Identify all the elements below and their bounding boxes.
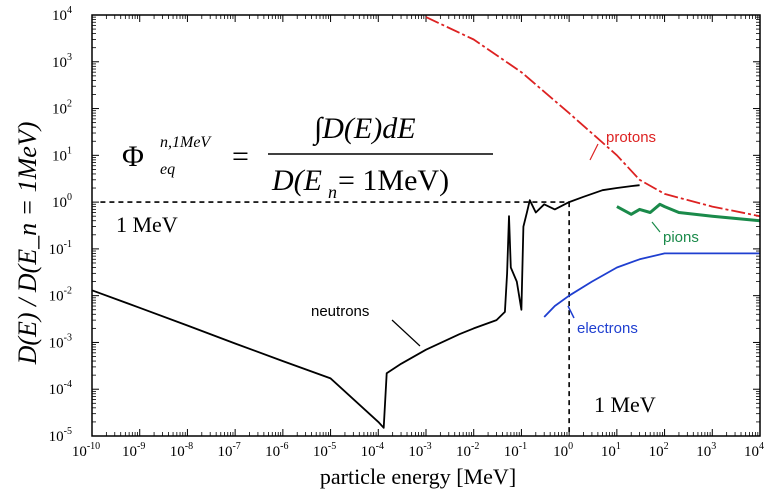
y-tick-label: 10-2 — [49, 286, 72, 305]
y-tick-label: 10-5 — [49, 426, 72, 445]
y-tick-label: 102 — [52, 99, 72, 118]
x-axis-title: particle energy [MeV] — [320, 464, 516, 489]
y-tick-label: 10-1 — [49, 239, 72, 258]
formula-denominator-tail: = 1MeV) — [338, 164, 449, 197]
x-tick-label: 10-1 — [504, 441, 527, 460]
y-tick-label: 100 — [52, 192, 72, 211]
series-label-protons: protons — [606, 129, 656, 146]
x-tick-label: 10-2 — [456, 441, 479, 460]
x-tick-label: 101 — [601, 441, 621, 460]
formula-lhs-sub: eq — [160, 161, 175, 178]
x-tick-label: 10-5 — [313, 441, 336, 460]
series-line-protons — [425, 16, 761, 218]
neutrons-leader-line — [391, 319, 421, 347]
x-tick-label: 100 — [553, 441, 573, 460]
series-label-pions: pions — [663, 229, 699, 246]
x-tick-label: 102 — [649, 441, 669, 460]
x-tick-label: 103 — [696, 441, 716, 460]
annotation-1mev-bottom: 1 MeV — [594, 392, 656, 417]
series-lines — [91, 16, 761, 429]
series-label-electrons: electrons — [577, 320, 638, 337]
x-tick-label: 10-9 — [122, 441, 145, 460]
annotation-1mev-left: 1 MeV — [116, 212, 178, 237]
x-tick-label: 10-3 — [408, 441, 431, 460]
plot-frame — [91, 14, 761, 437]
x-tick-label: 10-8 — [170, 441, 193, 460]
y-tick-label: 103 — [52, 52, 72, 71]
formula: Φ n,1MeV eq = ∫D(E)dE D(E n = 1MeV) — [122, 112, 493, 202]
formula-numerator: ∫D(E)dE — [312, 112, 416, 147]
x-tick-label: 104 — [744, 441, 764, 460]
tick-labels: 10-10 10-9 10-8 10-7 10-6 10-5 10-4 10-3 10-2 10-… — [49, 5, 764, 460]
protons-leader-line — [589, 143, 599, 161]
formula-equals: = — [232, 140, 249, 173]
x-tick-label: 10-10 — [72, 441, 100, 460]
y-tick-label: 101 — [52, 145, 72, 164]
reference-lines — [100, 201, 570, 436]
formula-lhs: Φ — [122, 140, 144, 173]
y-tick-label: 104 — [52, 5, 72, 24]
series-label-neutrons: neutrons — [311, 303, 369, 320]
y-axis-title: D(E) / D(E_n = 1MeV) — [13, 122, 42, 366]
pions-leader-line — [651, 221, 661, 233]
y-tick-label: 10-3 — [49, 332, 72, 351]
series-line-neutrons — [91, 184, 640, 429]
series-line-pions — [616, 202, 761, 223]
axes-ticks — [91, 14, 761, 437]
formula-denominator: D(E — [271, 164, 322, 197]
series-line-electrons — [543, 252, 760, 318]
x-tick-label: 10-6 — [265, 441, 288, 460]
formula-denominator-sub: n — [328, 182, 337, 202]
x-tick-label: 10-4 — [361, 441, 384, 460]
y-tick-label: 10-4 — [49, 379, 72, 398]
formula-lhs-sup: n,1MeV — [160, 134, 212, 151]
x-tick-label: 10-7 — [217, 441, 240, 460]
electrons-leader-line — [567, 305, 575, 319]
